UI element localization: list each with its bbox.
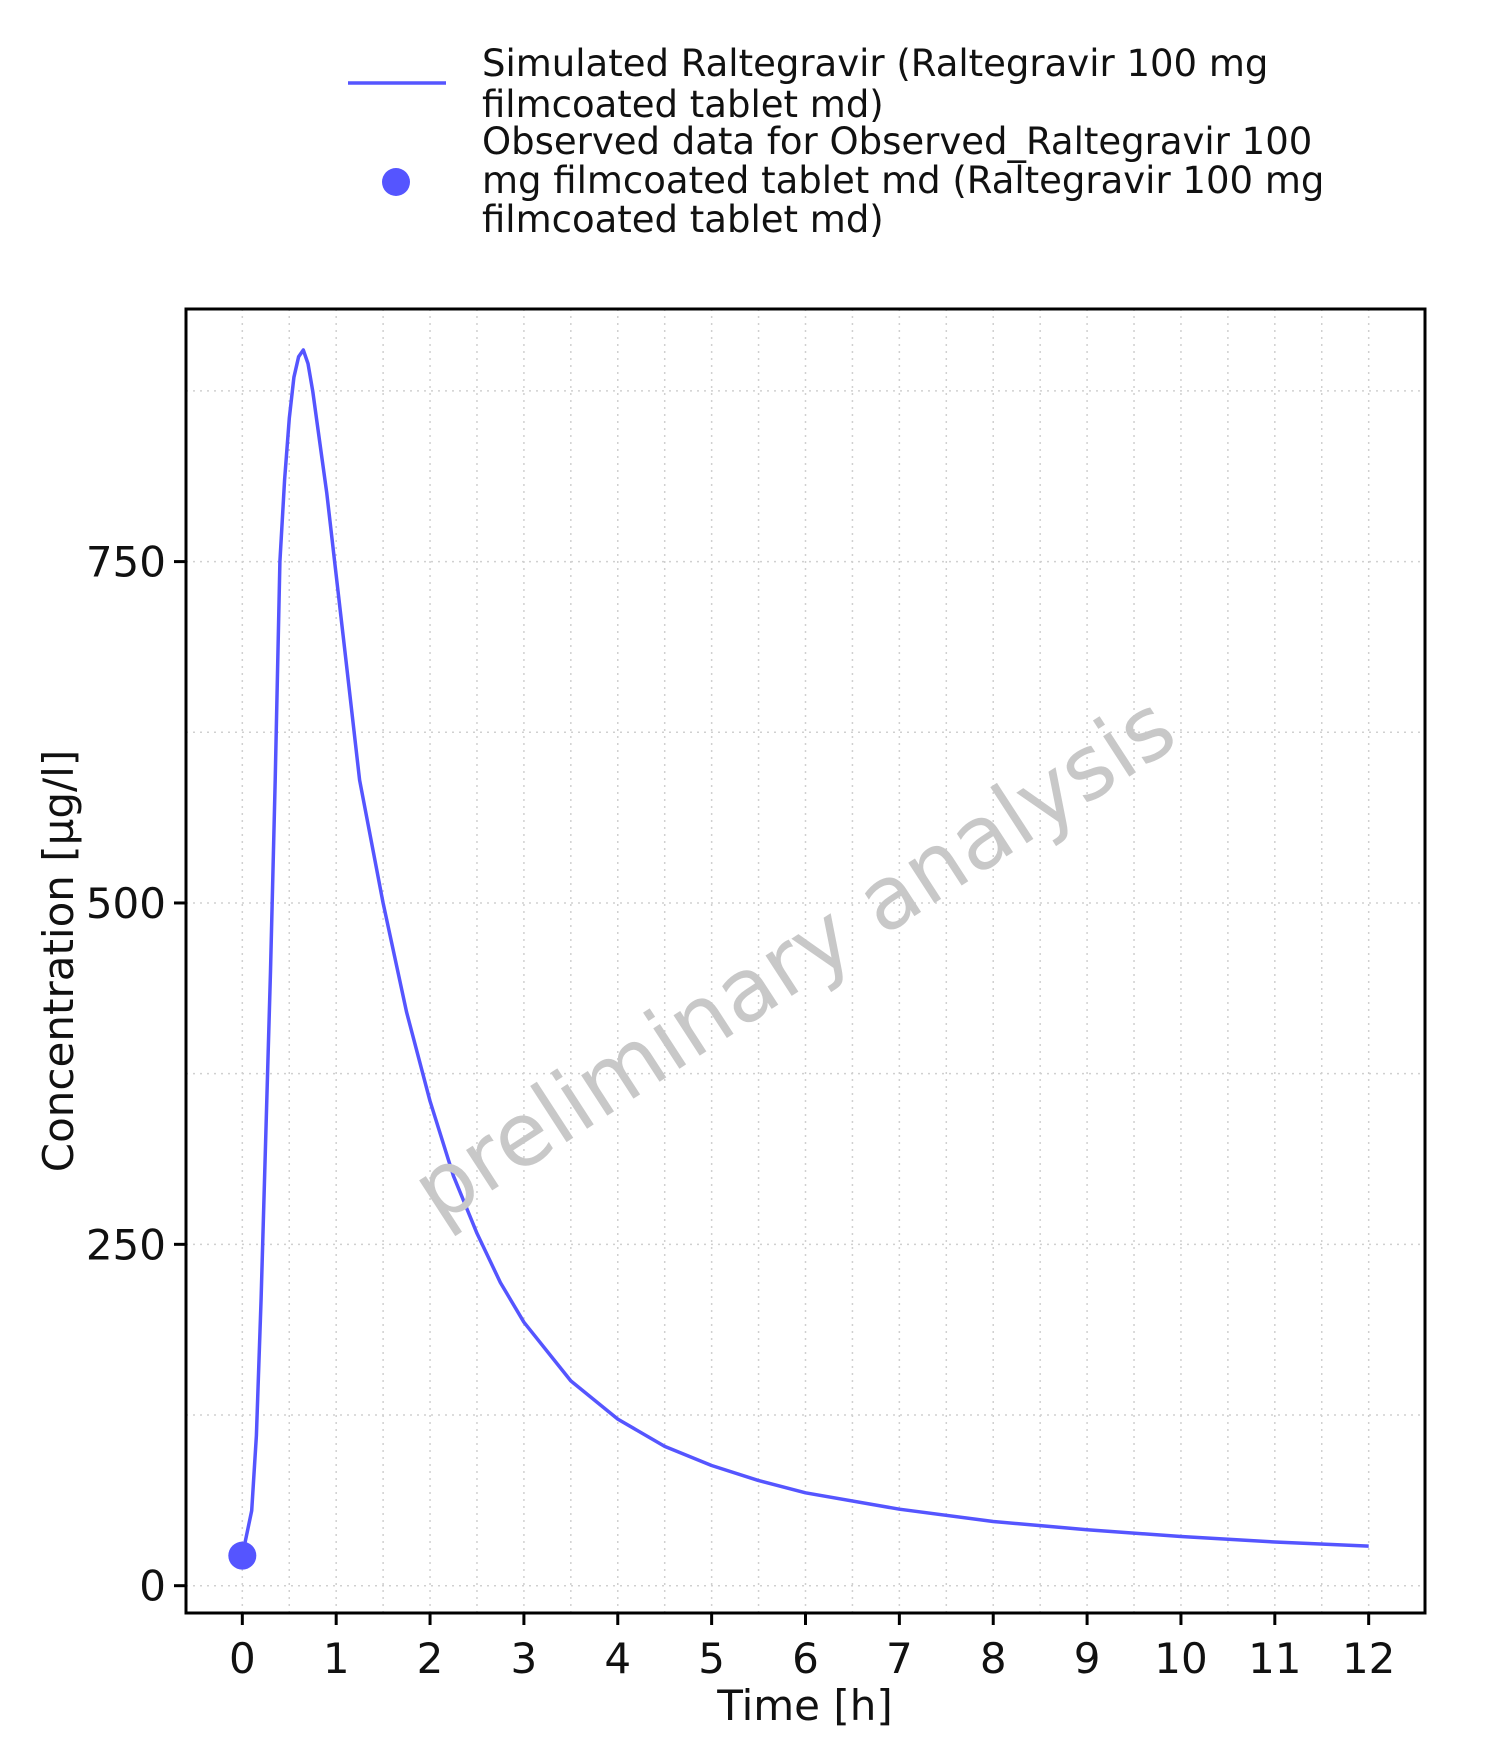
legend-line-label-2: filmcoated tablet md) <box>482 83 884 126</box>
series-layer <box>228 348 1369 1570</box>
x-tick-label: 10 <box>1154 1634 1207 1683</box>
x-tick-label: 0 <box>229 1634 256 1683</box>
x-axis: 0 1 2 3 4 5 6 7 8 9 10 11 12 <box>229 1613 1395 1683</box>
x-tick-label: 6 <box>792 1634 819 1683</box>
legend: Simulated Raltegravir (Raltegravir 100 m… <box>348 42 1324 241</box>
legend-point-label-2: mg filmcoated tablet md (Raltegravir 100… <box>482 159 1324 202</box>
y-tick-label: 750 <box>86 538 166 587</box>
x-axis-title: Time [h] <box>716 1681 893 1730</box>
x-tick-label: 3 <box>511 1634 538 1683</box>
x-tick-label: 1 <box>323 1634 350 1683</box>
legend-point-key <box>382 168 410 196</box>
observed-data-point <box>228 1541 257 1570</box>
y-tick-label: 500 <box>86 879 166 928</box>
legend-point-label-1: Observed data for Observed_Raltegravir 1… <box>482 120 1312 163</box>
x-tick-label: 2 <box>417 1634 444 1683</box>
y-tick-label: 250 <box>86 1220 166 1269</box>
y-axis-title: Concentration [µg/l] <box>34 750 83 1172</box>
x-tick-label: 8 <box>980 1634 1007 1683</box>
x-tick-label: 9 <box>1074 1634 1101 1683</box>
y-tick-label: 0 <box>139 1562 166 1611</box>
x-tick-label: 12 <box>1342 1634 1395 1683</box>
x-tick-label: 5 <box>698 1634 725 1683</box>
x-tick-label: 4 <box>604 1634 631 1683</box>
x-tick-label: 7 <box>886 1634 913 1683</box>
legend-line-label-1: Simulated Raltegravir (Raltegravir 100 m… <box>482 42 1268 85</box>
x-tick-label: 11 <box>1248 1634 1301 1683</box>
legend-point-label-3: filmcoated tablet md) <box>482 198 884 241</box>
grid <box>186 309 1425 1613</box>
y-axis: 0 250 500 750 <box>86 538 186 1611</box>
simulated-series-line <box>240 348 1369 1557</box>
